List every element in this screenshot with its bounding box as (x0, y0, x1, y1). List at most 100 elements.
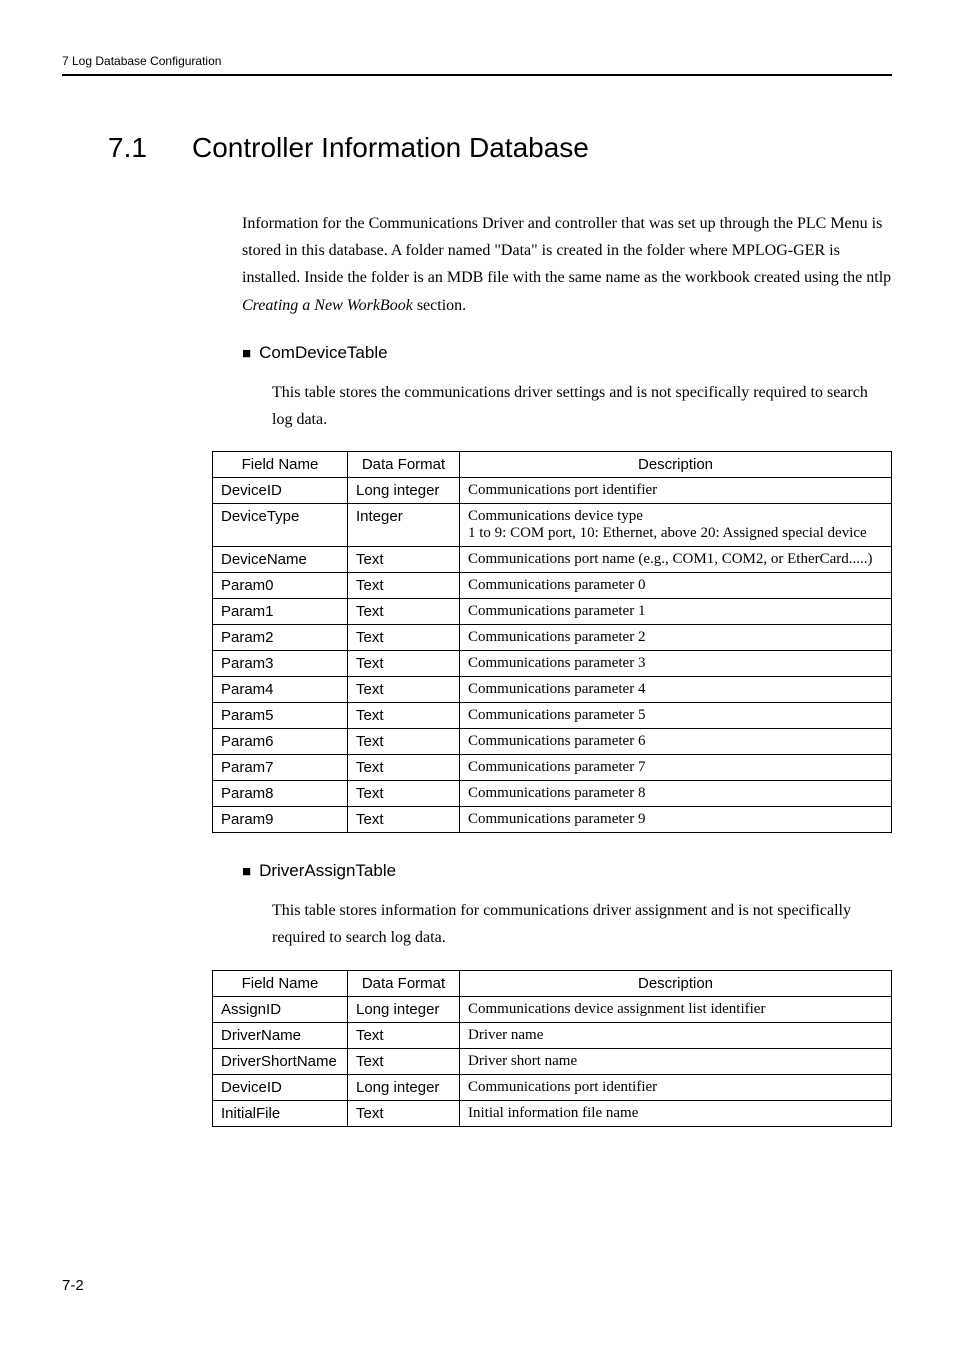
cell-data-format: Text (348, 703, 460, 729)
cell-description: Communications device type1 to 9: COM po… (460, 504, 892, 547)
cell-data-format: Text (348, 625, 460, 651)
cell-field-name: Param0 (213, 573, 348, 599)
subsection-desc-driverassigntable: This table stores information for commun… (272, 897, 892, 951)
th-field-name: Field Name (213, 970, 348, 996)
cell-field-name: DriverName (213, 1022, 348, 1048)
cell-field-name: DeviceID (213, 1074, 348, 1100)
cell-description: Initial information file name (460, 1100, 892, 1126)
cell-field-name: AssignID (213, 996, 348, 1022)
cell-data-format: Text (348, 729, 460, 755)
intro-emphasis: Creating a New WorkBook (242, 297, 413, 314)
cell-field-name: Param4 (213, 677, 348, 703)
table-row: DeviceIDLong integerCommunications port … (213, 478, 892, 504)
cell-description: Communications parameter 3 (460, 651, 892, 677)
cell-description: Communications parameter 6 (460, 729, 892, 755)
cell-data-format: Text (348, 1048, 460, 1074)
cell-field-name: Param9 (213, 807, 348, 833)
table-row: DeviceTypeIntegerCommunications device t… (213, 504, 892, 547)
cell-field-name: DeviceName (213, 547, 348, 573)
table-row: Param6TextCommunications parameter 6 (213, 729, 892, 755)
th-data-format: Data Format (348, 970, 460, 996)
cell-data-format: Long integer (348, 478, 460, 504)
page: 7 Log Database Configuration 7.1Controll… (0, 0, 954, 1348)
cell-data-format: Text (348, 1100, 460, 1126)
table-row: DeviceIDLong integerCommunications port … (213, 1074, 892, 1100)
running-header: 7 Log Database Configuration (62, 54, 892, 76)
cell-description: Communications parameter 8 (460, 781, 892, 807)
th-data-format: Data Format (348, 452, 460, 478)
subsection-title: ComDeviceTable (259, 343, 388, 362)
table-row: DriverShortNameTextDriver short name (213, 1048, 892, 1074)
table-row: Param1TextCommunications parameter 1 (213, 599, 892, 625)
cell-data-format: Integer (348, 504, 460, 547)
cell-description: Communications parameter 1 (460, 599, 892, 625)
cell-field-name: DeviceID (213, 478, 348, 504)
subsection-desc-comdevicetable: This table stores the communications dri… (272, 379, 892, 433)
cell-field-name: InitialFile (213, 1100, 348, 1126)
cell-description: Driver name (460, 1022, 892, 1048)
cell-field-name: Param5 (213, 703, 348, 729)
cell-field-name: DriverShortName (213, 1048, 348, 1074)
cell-data-format: Text (348, 573, 460, 599)
intro-paragraph: Information for the Communications Drive… (242, 210, 892, 319)
cell-field-name: Param1 (213, 599, 348, 625)
cell-field-name: Param6 (213, 729, 348, 755)
table-row: Param0TextCommunications parameter 0 (213, 573, 892, 599)
th-description: Description (460, 452, 892, 478)
intro-text-1: Information for the Communications Drive… (242, 215, 891, 286)
cell-field-name: Param8 (213, 781, 348, 807)
section-heading: 7.1Controller Information Database (62, 132, 892, 164)
cell-data-format: Text (348, 651, 460, 677)
cell-data-format: Text (348, 677, 460, 703)
th-field-name: Field Name (213, 452, 348, 478)
cell-data-format: Long integer (348, 996, 460, 1022)
driverassign-table: Field Name Data Format Description Assig… (212, 970, 892, 1127)
section-number: 7.1 (108, 132, 192, 164)
table-row: Param9TextCommunications parameter 9 (213, 807, 892, 833)
cell-description: Driver short name (460, 1048, 892, 1074)
cell-description: Communications device assignment list id… (460, 996, 892, 1022)
cell-field-name: Param3 (213, 651, 348, 677)
table-row: Param8TextCommunications parameter 8 (213, 781, 892, 807)
table-row: Param3TextCommunications parameter 3 (213, 651, 892, 677)
table-header-row: Field Name Data Format Description (213, 970, 892, 996)
cell-data-format: Text (348, 1022, 460, 1048)
comdevice-table: Field Name Data Format Description Devic… (212, 451, 892, 833)
cell-description: Communications parameter 4 (460, 677, 892, 703)
cell-description: Communications parameter 9 (460, 807, 892, 833)
cell-description: Communications parameter 5 (460, 703, 892, 729)
cell-field-name: DeviceType (213, 504, 348, 547)
cell-data-format: Text (348, 599, 460, 625)
cell-field-name: Param7 (213, 755, 348, 781)
cell-description: Communications port identifier (460, 478, 892, 504)
table-row: DriverNameTextDriver name (213, 1022, 892, 1048)
table-row: Param4TextCommunications parameter 4 (213, 677, 892, 703)
cell-data-format: Text (348, 547, 460, 573)
table-row: Param5TextCommunications parameter 5 (213, 703, 892, 729)
cell-description: Communications port name (e.g., COM1, CO… (460, 547, 892, 573)
cell-description: Communications port identifier (460, 1074, 892, 1100)
cell-description: Communications parameter 7 (460, 755, 892, 781)
page-number: 7-2 (62, 1277, 892, 1294)
subsection-heading-driverassigntable: ■ DriverAssignTable (242, 861, 892, 881)
table-row: DeviceNameTextCommunications port name (… (213, 547, 892, 573)
square-bullet-icon: ■ (242, 863, 251, 880)
cell-description: Communications parameter 2 (460, 625, 892, 651)
square-bullet-icon: ■ (242, 345, 251, 362)
cell-data-format: Long integer (348, 1074, 460, 1100)
table-row: InitialFileTextInitial information file … (213, 1100, 892, 1126)
subsection-heading-comdevicetable: ■ ComDeviceTable (242, 343, 892, 363)
table-header-row: Field Name Data Format Description (213, 452, 892, 478)
cell-data-format: Text (348, 755, 460, 781)
cell-field-name: Param2 (213, 625, 348, 651)
cell-data-format: Text (348, 781, 460, 807)
section-title-text: Controller Information Database (192, 132, 589, 163)
intro-text-2: section. (413, 297, 466, 314)
table-row: Param2TextCommunications parameter 2 (213, 625, 892, 651)
subsection-title: DriverAssignTable (259, 861, 396, 880)
table-row: Param7TextCommunications parameter 7 (213, 755, 892, 781)
cell-description: Communications parameter 0 (460, 573, 892, 599)
cell-data-format: Text (348, 807, 460, 833)
th-description: Description (460, 970, 892, 996)
table-row: AssignIDLong integerCommunications devic… (213, 996, 892, 1022)
